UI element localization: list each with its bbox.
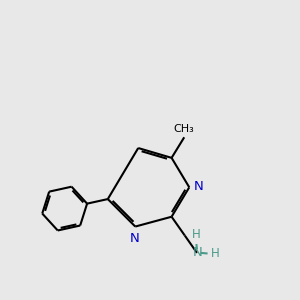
Text: N: N: [194, 180, 203, 193]
Text: CH₃: CH₃: [173, 124, 194, 134]
Text: N: N: [193, 246, 202, 259]
Text: H: H: [192, 227, 201, 241]
Text: H: H: [211, 247, 220, 260]
Text: N: N: [130, 232, 139, 245]
